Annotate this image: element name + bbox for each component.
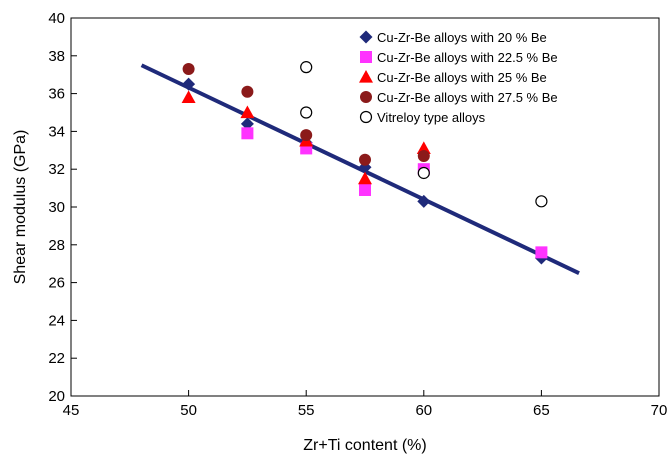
data-point-series-3	[181, 90, 196, 103]
y-tick-label: 28	[48, 237, 65, 254]
data-point-series-3	[358, 171, 372, 185]
y-axis-title: Shear modulus (GPa)	[12, 130, 29, 285]
legend-label-2: Cu-Zr-Be alloys with 22.5 % Be	[377, 50, 558, 65]
data-point-series-4	[417, 149, 430, 162]
data-point-series-2	[359, 183, 371, 196]
legend-marker-2	[360, 51, 372, 63]
data-point-series-1	[182, 77, 196, 91]
x-tick-label: 45	[63, 402, 80, 419]
data-point-series-2	[241, 127, 254, 140]
data-point-series-2	[535, 246, 548, 259]
y-tick-label: 26	[48, 275, 65, 292]
legend-marker-3	[359, 70, 373, 83]
y-tick-label: 22	[48, 350, 65, 367]
legend-label-3: Cu-Zr-Be alloys with 25 % Be	[377, 70, 547, 85]
legend-marker-4	[360, 91, 372, 103]
legend-label-5: Vitreloy type alloys	[377, 110, 486, 125]
data-point-series-1	[417, 194, 431, 208]
x-tick-label: 65	[533, 402, 550, 419]
y-tick-label: 34	[48, 123, 65, 140]
y-tick-label: 38	[48, 48, 65, 65]
y-tick-label: 24	[48, 312, 65, 329]
y-tick-label: 36	[48, 86, 65, 103]
legend-label-4: Cu-Zr-Be alloys with 27.5 % Be	[377, 90, 558, 105]
y-axis: 20 22 24 26 28 30 32 34 36 38 40	[48, 10, 77, 405]
x-axis: 45 50 55 60 65 70	[63, 390, 668, 419]
y-tick-label: 40	[48, 10, 65, 27]
fit-line-path	[140, 63, 580, 275]
legend-marker-5	[359, 110, 373, 124]
legend: Cu-Zr-Be alloys with 20 % Be Cu-Zr-Be all…	[359, 30, 558, 125]
data-point-series-3	[240, 105, 255, 119]
x-tick-label: 70	[651, 402, 668, 419]
data-point-series-5	[300, 106, 313, 119]
data-point-series-4	[182, 63, 195, 76]
data-point-series-5	[300, 61, 313, 74]
x-tick-label: 60	[415, 402, 432, 419]
data-point-series-1	[240, 117, 254, 131]
data-point-series-4	[241, 85, 254, 98]
data-point-series-5	[535, 195, 548, 208]
y-tick-label: 30	[48, 199, 65, 216]
fit-line	[140, 63, 580, 275]
x-tick-label: 50	[180, 402, 197, 419]
legend-marker-1	[359, 30, 373, 44]
x-axis-title: Zr+Ti content (%)	[303, 437, 426, 454]
legend-label-1: Cu-Zr-Be alloys with 20 % Be	[377, 30, 547, 45]
x-tick-label: 55	[298, 402, 315, 419]
data-point-series-4	[359, 153, 371, 166]
y-tick-label: 32	[48, 161, 65, 178]
data-points	[181, 61, 548, 265]
data-point-series-5	[417, 166, 430, 180]
data-point-series-4	[300, 129, 313, 142]
data-point-series-3	[416, 141, 431, 155]
y-tick-label: 20	[48, 388, 65, 405]
